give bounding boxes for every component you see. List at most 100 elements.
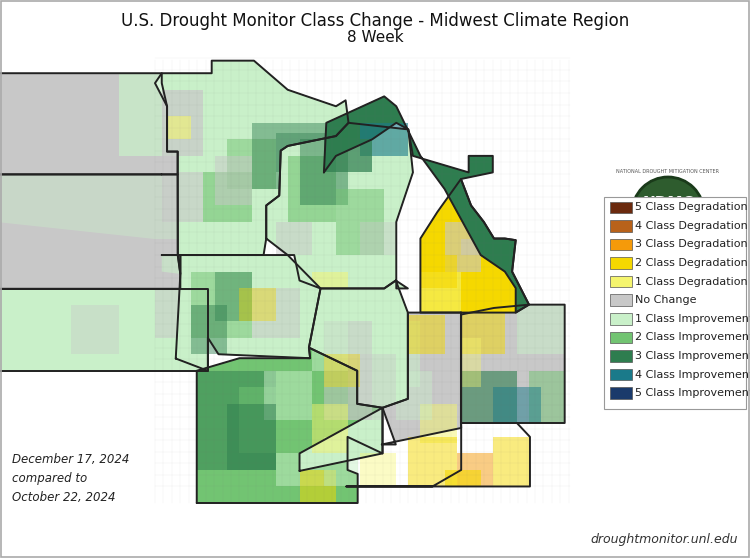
Polygon shape <box>0 175 178 238</box>
Text: 5 Class Improvement: 5 Class Improvement <box>635 388 750 398</box>
FancyBboxPatch shape <box>604 197 746 409</box>
Polygon shape <box>155 289 191 338</box>
Text: NDMC: NDMC <box>642 195 694 210</box>
Polygon shape <box>461 338 481 387</box>
Polygon shape <box>251 288 300 338</box>
Polygon shape <box>421 404 457 444</box>
Polygon shape <box>360 123 408 156</box>
Polygon shape <box>396 371 433 420</box>
Circle shape <box>663 214 673 224</box>
Polygon shape <box>457 454 493 487</box>
Polygon shape <box>215 156 251 205</box>
Polygon shape <box>517 305 565 354</box>
Bar <box>610 313 632 325</box>
Text: droughtmonitor.unl.edu: droughtmonitor.unl.edu <box>590 533 738 546</box>
Polygon shape <box>0 73 178 175</box>
Text: December 17, 2024
compared to
October 22, 2024: December 17, 2024 compared to October 22… <box>12 453 129 504</box>
Polygon shape <box>118 73 178 156</box>
Text: UNIVERSITY OF NEBRASKA: UNIVERSITY OF NEBRASKA <box>635 252 700 257</box>
Polygon shape <box>266 123 413 288</box>
Polygon shape <box>162 90 203 156</box>
Circle shape <box>674 214 684 224</box>
Polygon shape <box>312 321 348 371</box>
Polygon shape <box>461 305 565 423</box>
Polygon shape <box>396 321 421 387</box>
Polygon shape <box>263 371 312 420</box>
Text: 3 Class Degradation: 3 Class Degradation <box>635 239 748 249</box>
Polygon shape <box>336 189 384 255</box>
Polygon shape <box>324 321 372 420</box>
Polygon shape <box>215 272 251 321</box>
Polygon shape <box>421 272 461 312</box>
Bar <box>610 201 632 213</box>
Text: 1 Class Degradation: 1 Class Degradation <box>635 277 748 287</box>
Polygon shape <box>421 255 457 288</box>
Polygon shape <box>191 305 227 354</box>
Bar <box>610 369 632 381</box>
Polygon shape <box>288 156 336 222</box>
Bar <box>610 331 632 343</box>
Polygon shape <box>299 281 408 471</box>
Polygon shape <box>276 222 312 255</box>
Circle shape <box>632 177 704 249</box>
Polygon shape <box>162 172 203 222</box>
Polygon shape <box>346 423 530 487</box>
Text: 5 Class Degradation: 5 Class Degradation <box>635 203 748 212</box>
Text: 2 Class Degradation: 2 Class Degradation <box>635 258 748 268</box>
Polygon shape <box>251 123 336 189</box>
Bar <box>610 387 632 399</box>
Polygon shape <box>276 454 324 487</box>
Bar <box>610 220 632 232</box>
Polygon shape <box>227 404 276 470</box>
Polygon shape <box>312 404 348 454</box>
Polygon shape <box>227 140 276 189</box>
Polygon shape <box>445 470 481 487</box>
Bar <box>610 276 632 287</box>
Polygon shape <box>324 97 529 312</box>
Circle shape <box>652 214 662 224</box>
Polygon shape <box>162 175 180 255</box>
Polygon shape <box>360 222 396 255</box>
Polygon shape <box>176 255 320 371</box>
Polygon shape <box>348 354 396 420</box>
Text: 8 Week: 8 Week <box>346 30 404 45</box>
Polygon shape <box>493 387 541 423</box>
Polygon shape <box>324 354 360 387</box>
Polygon shape <box>70 305 118 354</box>
Polygon shape <box>324 140 372 172</box>
Text: U.S. Drought Monitor Class Change - Midwest Climate Region: U.S. Drought Monitor Class Change - Midw… <box>121 12 629 30</box>
Polygon shape <box>360 454 396 487</box>
Polygon shape <box>493 437 529 487</box>
Polygon shape <box>408 437 457 487</box>
Bar <box>646 220 690 228</box>
Polygon shape <box>312 272 348 288</box>
Polygon shape <box>167 106 178 123</box>
Text: NATIONAL DROUGHT MITIGATION CENTER: NATIONAL DROUGHT MITIGATION CENTER <box>616 169 719 174</box>
Text: No Change: No Change <box>635 295 697 305</box>
Bar <box>610 295 632 306</box>
Polygon shape <box>239 288 276 321</box>
Text: 4 Class Improvement: 4 Class Improvement <box>635 369 750 379</box>
Text: 2 Class Improvement: 2 Class Improvement <box>635 333 750 343</box>
Circle shape <box>641 214 651 224</box>
Bar <box>610 239 632 250</box>
Polygon shape <box>162 255 180 274</box>
Polygon shape <box>382 312 461 445</box>
Bar <box>610 257 632 269</box>
Text: 1 Class Improvement: 1 Class Improvement <box>635 314 750 324</box>
Bar <box>610 350 632 362</box>
Polygon shape <box>196 371 276 470</box>
Polygon shape <box>239 387 312 454</box>
Polygon shape <box>461 371 517 423</box>
Polygon shape <box>162 61 349 274</box>
Polygon shape <box>324 437 358 487</box>
Polygon shape <box>203 172 251 222</box>
Polygon shape <box>0 289 208 371</box>
Polygon shape <box>421 179 529 312</box>
Polygon shape <box>300 140 348 205</box>
Polygon shape <box>408 315 445 354</box>
Polygon shape <box>196 348 382 503</box>
Polygon shape <box>529 371 565 423</box>
Text: 3 Class Improvement: 3 Class Improvement <box>635 351 750 361</box>
Polygon shape <box>300 470 336 503</box>
